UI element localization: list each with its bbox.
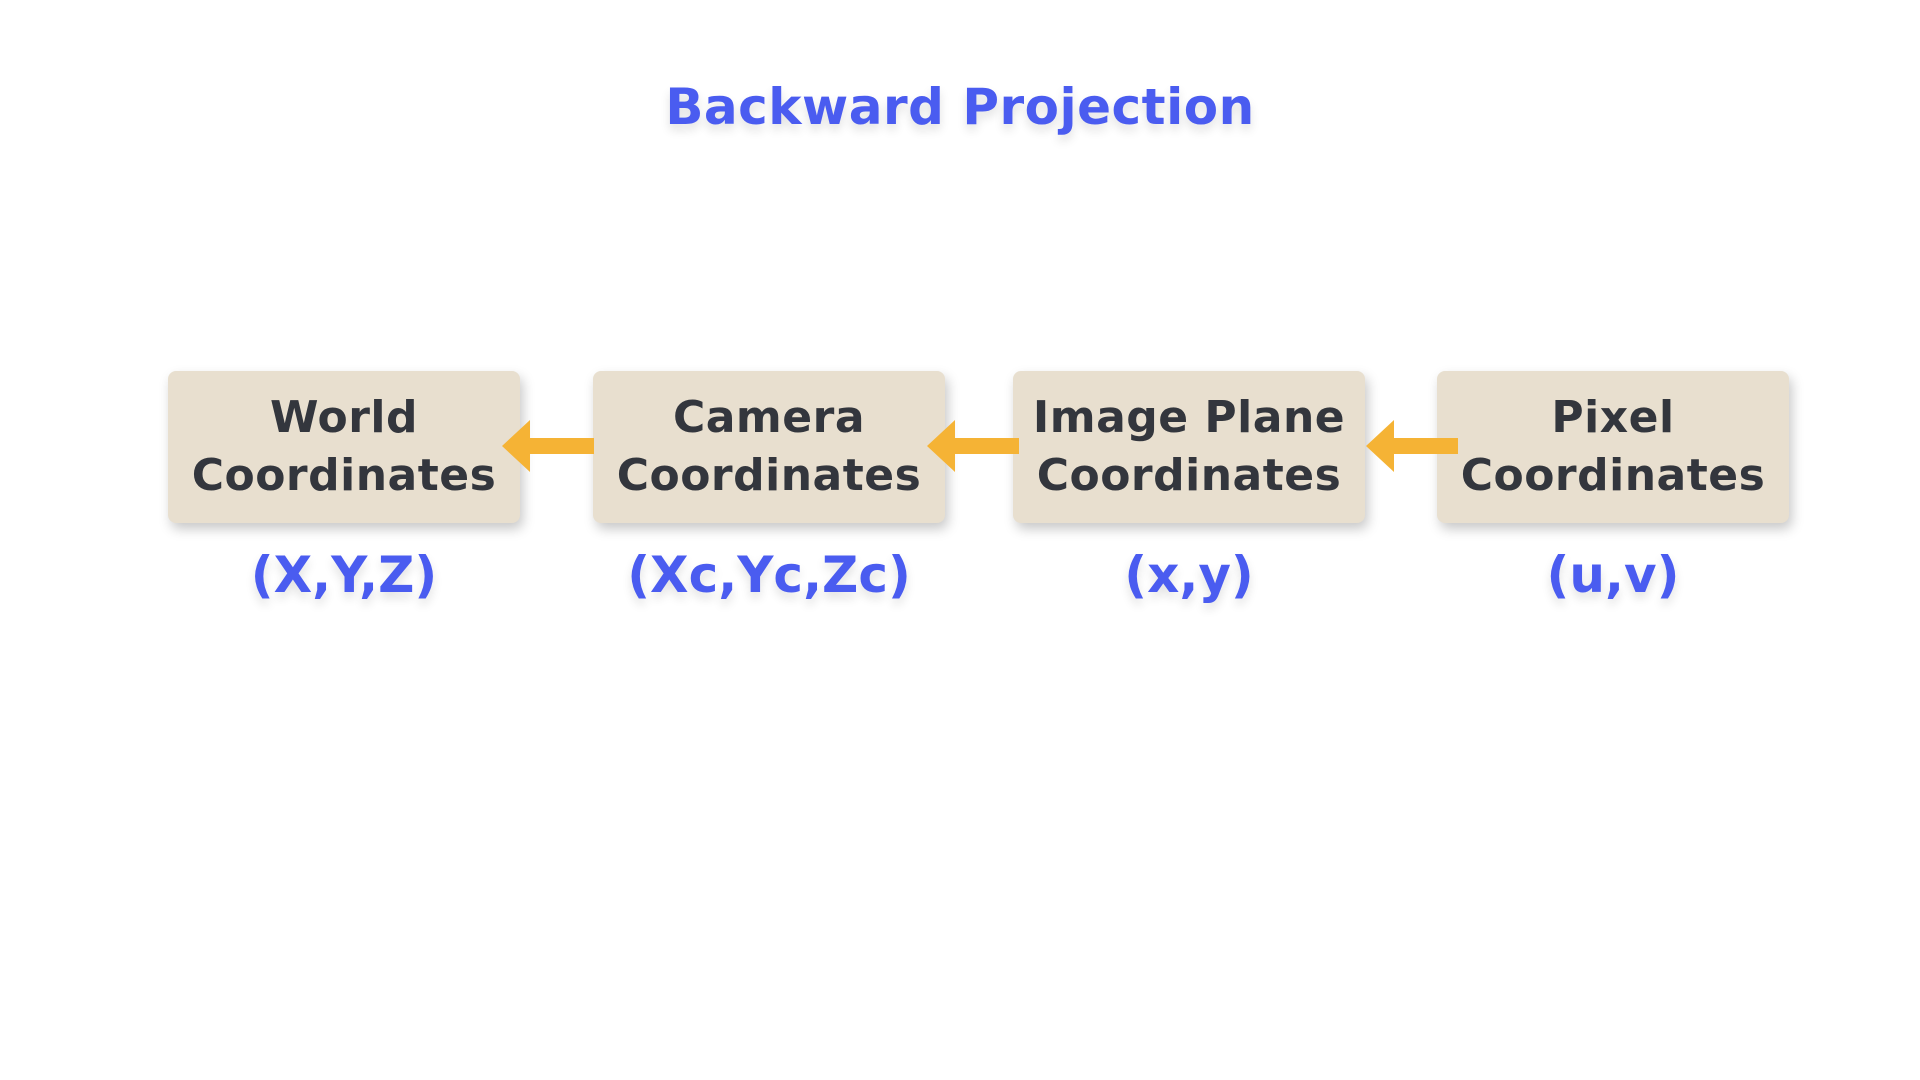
node-label-line1: Pixel (1551, 392, 1675, 443)
coord-label-camera: (Xc,Yc,Zc) (627, 546, 911, 604)
coord-label-pixel: (u,v) (1546, 546, 1680, 604)
arrow-left-icon (1366, 420, 1458, 472)
node-label-line2: Coordinates (191, 450, 497, 501)
node-label-line1: Image Plane (1032, 392, 1346, 443)
node-label-line1: Camera (672, 392, 866, 443)
node-label-line2: Coordinates (616, 450, 922, 501)
node-label-line1: World (270, 392, 418, 443)
node-label: Image Plane Coordinates (1033, 389, 1345, 505)
node-label: Pixel Coordinates (1461, 389, 1766, 505)
node-pixel-coordinates: Pixel Coordinates (1437, 371, 1789, 523)
node-label-line2: Coordinates (1036, 450, 1342, 501)
node-world-coordinates: World Coordinates (168, 371, 520, 523)
node-label-line2: Coordinates (1460, 450, 1766, 501)
arrow-left-icon (502, 420, 594, 472)
arrow-left-icon (927, 420, 1019, 472)
coord-label-image-plane: (x,y) (1124, 546, 1254, 604)
diagram-title: Backward Projection (665, 78, 1255, 136)
coord-label-world: (X,Y,Z) (250, 546, 438, 604)
node-camera-coordinates: Camera Coordinates (593, 371, 945, 523)
node-image-plane-coordinates: Image Plane Coordinates (1013, 371, 1365, 523)
node-label: World Coordinates (192, 389, 497, 505)
node-label: Camera Coordinates (617, 389, 922, 505)
